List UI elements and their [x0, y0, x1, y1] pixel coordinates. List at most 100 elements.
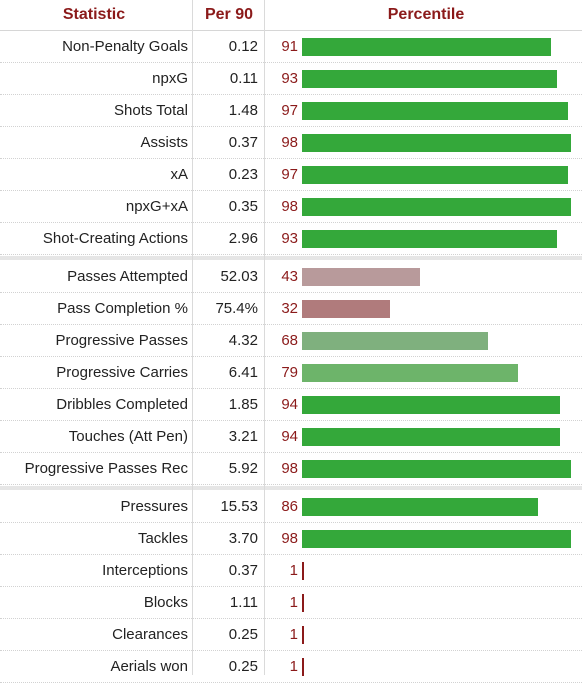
statistic-label: Shots Total: [114, 102, 188, 119]
statistic-label: xA: [170, 166, 188, 183]
per90-value: 52.03: [220, 268, 258, 285]
percentile-bar: [302, 332, 488, 350]
per90-value: 0.35: [228, 198, 258, 215]
percentile-bar: [302, 230, 557, 248]
percentile-bar: [302, 498, 538, 516]
statistic-label: Touches (Att Pen): [68, 428, 188, 445]
statistic-column-header[interactable]: Statistic: [62, 6, 126, 23]
percentile-value: 93: [281, 70, 298, 87]
per90-value: 75.4%: [215, 300, 258, 317]
statistic-label: npxG+xA: [125, 198, 188, 215]
per90-value: 0.11: [229, 70, 258, 87]
percentile-value: 1: [289, 594, 298, 611]
percentile-value: 98: [281, 530, 298, 547]
statistic-label: Tackles: [137, 530, 188, 547]
per90-value: 2.96: [228, 230, 258, 247]
per90-value: 5.92: [228, 460, 258, 477]
percentile-bar: [302, 102, 568, 120]
per90-value: 0.37: [228, 134, 258, 151]
per90-value: 1.85: [228, 396, 258, 413]
table-row: Pass Completion % 75.4% 32: [0, 293, 582, 325]
percentile-value: 94: [281, 396, 298, 413]
percentile-value: 97: [281, 166, 298, 183]
group-separator: [0, 486, 582, 490]
table-row: Pressures 15.53 86: [0, 491, 582, 523]
table-row: npxG 0.11 93: [0, 63, 582, 95]
percentile-bar: [302, 396, 560, 414]
column-separator: [264, 0, 265, 675]
percentile-bar: [302, 658, 304, 676]
per90-value: 0.23: [228, 166, 258, 183]
percentile-value: 94: [281, 428, 298, 445]
table-row: Shot-Creating Actions 2.96 93: [0, 223, 582, 255]
per90-value: 1.48: [228, 102, 258, 119]
per90-value: 1.11: [229, 594, 258, 611]
percentile-bar: [302, 626, 304, 644]
table-row: Progressive Passes 4.32 68: [0, 325, 582, 357]
percentile-value: 93: [281, 230, 298, 247]
percentile-column-header[interactable]: Percentile: [387, 6, 465, 23]
table-row: xA 0.23 97: [0, 159, 582, 191]
statistic-label: Aerials won: [110, 658, 188, 675]
percentile-bar: [302, 268, 420, 286]
percentile-bar: [302, 594, 304, 612]
per90-value: 0.12: [228, 38, 258, 55]
per90-value: 4.32: [228, 332, 258, 349]
percentile-bar: [302, 198, 571, 216]
table-row: Assists 0.37 98: [0, 127, 582, 159]
table-row: Passes Attempted 52.03 43: [0, 261, 582, 293]
per90-column-header[interactable]: Per 90: [204, 6, 254, 23]
percentile-bar: [302, 530, 571, 548]
percentile-value: 43: [281, 268, 298, 285]
table-row: Progressive Carries 6.41 79: [0, 357, 582, 389]
table-row: Blocks 1.11 1: [0, 587, 582, 619]
percentile-bar: [302, 134, 571, 152]
percentile-value: 98: [281, 460, 298, 477]
percentile-bar: [302, 166, 568, 184]
statistic-label: Blocks: [143, 594, 188, 611]
table-row: Touches (Att Pen) 3.21 94: [0, 421, 582, 453]
table-row: Shots Total 1.48 97: [0, 95, 582, 127]
statistic-label: Progressive Carries: [56, 364, 188, 381]
percentile-value: 1: [289, 658, 298, 675]
statistic-label: Clearances: [112, 626, 188, 643]
table-row: Tackles 3.70 98: [0, 523, 582, 555]
per90-value: 0.25: [228, 658, 258, 675]
table-row: Non-Penalty Goals 0.12 91: [0, 31, 582, 63]
statistic-label: Pressures: [120, 498, 188, 515]
statistic-label: npxG: [152, 70, 188, 87]
per90-value: 0.25: [228, 626, 258, 643]
statistic-label: Interceptions: [102, 562, 188, 579]
statistic-label: Non-Penalty Goals: [62, 38, 188, 55]
percentile-bar: [302, 428, 560, 446]
percentile-bar: [302, 38, 551, 56]
group-separator: [0, 256, 582, 260]
percentile-value: 1: [289, 562, 298, 579]
percentile-value: 91: [281, 38, 298, 55]
per90-value: 6.41: [228, 364, 258, 381]
percentile-value: 97: [281, 102, 298, 119]
statistic-label: Assists: [140, 134, 188, 151]
statistic-label: Progressive Passes: [55, 332, 188, 349]
statistic-label: Pass Completion %: [57, 300, 188, 317]
percentile-bar: [302, 364, 518, 382]
percentile-value: 98: [281, 198, 298, 215]
percentile-value: 68: [281, 332, 298, 349]
per90-value: 0.37: [228, 562, 258, 579]
statistic-label: Dribbles Completed: [56, 396, 188, 413]
table-row: Progressive Passes Rec 5.92 98: [0, 453, 582, 485]
percentile-bar: [302, 300, 390, 318]
table-row: Dribbles Completed 1.85 94: [0, 389, 582, 421]
table-row: Interceptions 0.37 1: [0, 555, 582, 587]
per90-value: 3.70: [228, 530, 258, 547]
statistic-label: Progressive Passes Rec: [24, 460, 188, 477]
percentile-bar: [302, 562, 304, 580]
column-separator: [192, 0, 193, 675]
percentile-value: 98: [281, 134, 298, 151]
percentile-value: 32: [281, 300, 298, 317]
table-row: Clearances 0.25 1: [0, 619, 582, 651]
table-row: npxG+xA 0.35 98: [0, 191, 582, 223]
percentile-bar: [302, 460, 571, 478]
statistic-label: Shot-Creating Actions: [42, 230, 188, 247]
per90-value: 3.21: [228, 428, 258, 445]
